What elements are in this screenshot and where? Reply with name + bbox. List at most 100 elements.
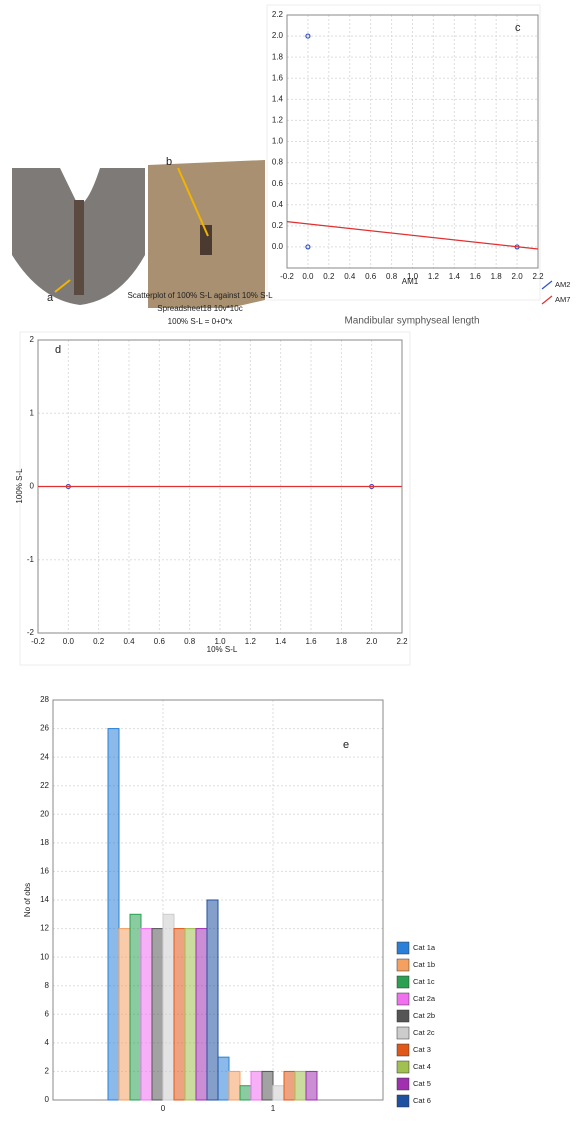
y-tick-label: 20 [40,809,49,818]
bar [119,929,130,1100]
y-tick-label: 18 [40,838,49,847]
legend-swatch [397,993,409,1005]
chart-title: Scatterplot of 100% S-L against 10% S-L [127,291,273,300]
y-tick-label: 0 [45,1095,50,1104]
y-tick-label: -1 [27,555,35,564]
x-tick-label: 1 [271,1104,276,1113]
bar [152,929,163,1100]
bar [196,929,207,1100]
x-tick-label: 2.2 [396,637,408,646]
y-tick-label: -2 [27,628,35,637]
panel-label: d [55,344,61,356]
bar [262,1071,273,1100]
x-tick-label: 2.0 [512,272,524,281]
panel-frame [20,332,410,665]
photo-label: a [47,292,54,304]
x-tick-label: 1.2 [428,272,440,281]
legend-label: Cat 1c [413,977,435,986]
x-tick-label: 0.0 [63,637,75,646]
x-tick-label: 0 [161,1104,166,1113]
y-tick-label: 0.8 [272,158,284,167]
x-tick-label: 0.6 [154,637,166,646]
legend-label: Cat 2c [413,1028,435,1037]
y-tick-label: 1.2 [272,116,284,125]
legend-label: Cat 1a [413,943,436,952]
y-tick-label: 2 [30,335,35,344]
y-tick-label: 4 [45,1038,50,1047]
legend-label: Cat 5 [413,1079,431,1088]
x-tick-label: 0.0 [302,272,314,281]
y-tick-label: 0.6 [272,179,284,188]
legend-label: AM2 [555,280,570,289]
x-tick-label: 1.2 [245,637,257,646]
x-tick-label: 0.8 [184,637,196,646]
bar [185,929,196,1100]
y-tick-label: 16 [40,867,49,876]
y-tick-label: 26 [40,724,49,733]
bar [273,1086,284,1100]
legend-label: Cat 2a [413,994,436,1003]
bar [163,914,174,1100]
y-tick-label: 2 [45,1067,50,1076]
y-tick-label: 0 [30,482,35,491]
bar [207,900,218,1100]
y-tick-label: 22 [40,781,49,790]
legend-swatch [397,1078,409,1090]
legend-swatch [397,1010,409,1022]
x-axis-label: 10% S-L [207,645,238,654]
x-tick-label: -0.2 [31,637,45,646]
x-tick-label: 1.8 [336,637,348,646]
legend-swatch [397,1061,409,1073]
legend-swatch [397,1044,409,1056]
legend-swatch [397,976,409,988]
x-tick-label: -0.2 [280,272,294,281]
legend-swatch [542,296,552,304]
photos: a b [12,156,265,308]
bar [141,929,152,1100]
y-tick-label: 10 [40,952,49,961]
y-tick-label: 1 [30,408,35,417]
bar [306,1071,317,1100]
x-tick-label: 0.2 [93,637,105,646]
x-axis-label: AM1 [402,277,419,286]
legend-label: Cat 1b [413,960,435,969]
bar [218,1057,229,1100]
x-tick-label: 2.2 [532,272,544,281]
bar [108,729,119,1100]
x-tick-label: 1.4 [275,637,287,646]
legend-label: Cat 2b [413,1011,435,1020]
bar [240,1086,251,1100]
legend-swatch [397,959,409,971]
y-tick-label: 0.0 [272,242,284,251]
bar [174,929,185,1100]
photo-label: b [166,156,172,168]
x-tick-label: 1.4 [449,272,461,281]
y-tick-label: 6 [45,1009,50,1018]
y-axis-label: 100% S-L [15,468,24,504]
y-tick-label: 0.4 [272,200,284,209]
chart-subtitle: Mandibular symphyseal length [344,316,479,327]
legend-swatch [397,942,409,954]
legend-swatch [397,1027,409,1039]
photo-a-suture [74,200,84,295]
y-tick-label: 1.4 [272,94,284,103]
y-tick-label: 1.0 [272,137,284,146]
y-tick-label: 0.2 [272,221,284,230]
x-tick-label: 0.6 [365,272,377,281]
bar [229,1071,240,1100]
x-tick-label: 1.6 [305,637,317,646]
legend-label: Cat 4 [413,1062,431,1071]
y-tick-label: 8 [45,981,50,990]
panel-label: e [343,739,349,751]
y-tick-label: 14 [40,895,49,904]
y-tick-label: 12 [40,924,49,933]
y-tick-label: 1.8 [272,52,284,61]
legend-label: Cat 3 [413,1045,431,1054]
bar [251,1071,262,1100]
legend-swatch [542,281,552,289]
y-tick-label: 24 [40,752,49,761]
x-tick-label: 2.0 [366,637,378,646]
y-tick-label: 1.6 [272,73,284,82]
y-axis-label: No of obs [23,883,32,917]
y-tick-label: 2.0 [272,31,284,40]
